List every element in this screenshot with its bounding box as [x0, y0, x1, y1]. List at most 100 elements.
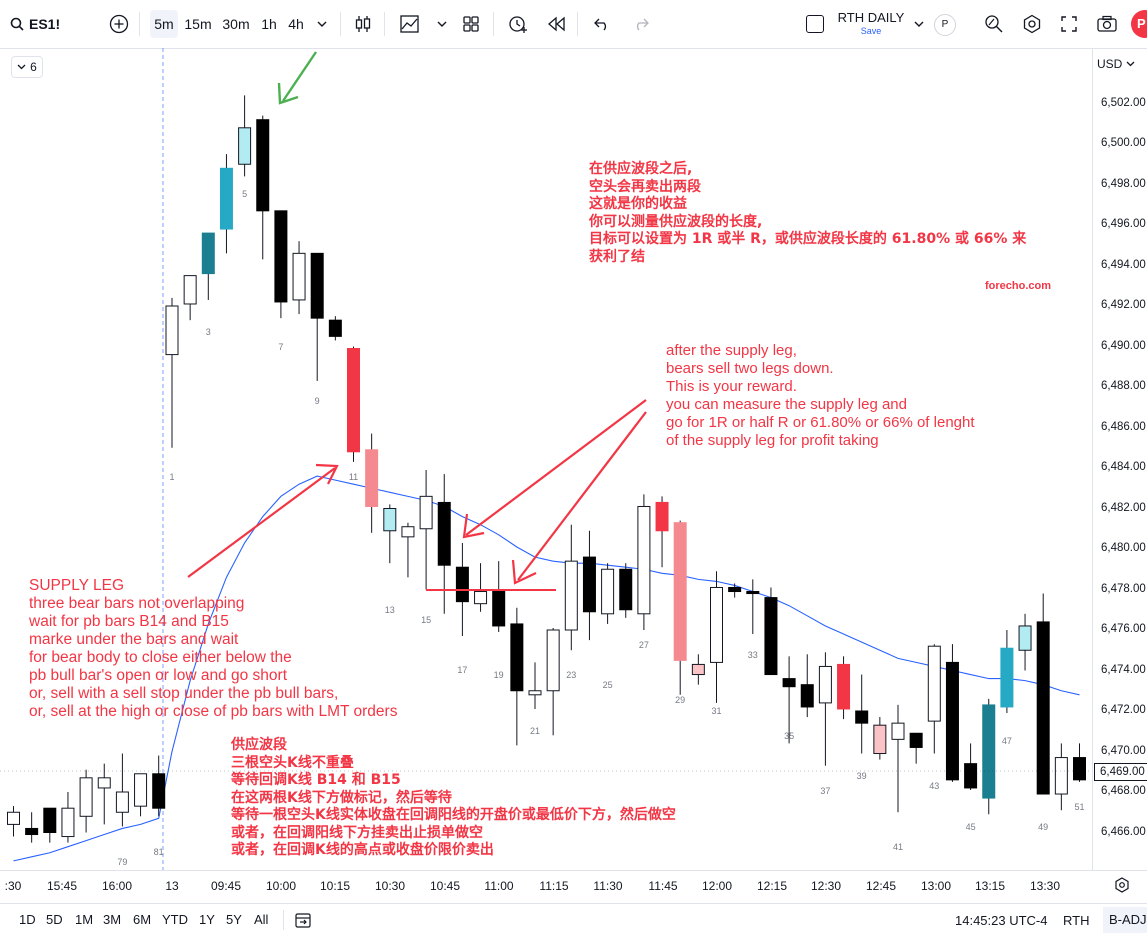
- annotation-zh-bottom: 供应波段 三根空头K线不重叠 等待回调K线 B14 和 B15 在这两根K线下方…: [231, 737, 676, 858]
- checkbox-square: [806, 15, 824, 33]
- redo-button[interactable]: [627, 9, 655, 39]
- range-button-1y[interactable]: 1Y: [199, 912, 215, 927]
- annotation-arrow-to-entry-head: [511, 559, 537, 585]
- watermark-text: forecho.com: [985, 280, 1052, 292]
- indicators-button[interactable]: [396, 9, 424, 39]
- chart-type-button[interactable]: [349, 9, 377, 39]
- interval-4h[interactable]: 4h: [288, 16, 304, 32]
- candle-body: [437, 501, 451, 566]
- interval-5m[interactable]: 5m: [150, 10, 178, 38]
- range-button-ytd[interactable]: YTD: [162, 912, 188, 927]
- candle-body: [564, 560, 578, 631]
- toolbar-divider: [577, 12, 578, 36]
- range-button-5y[interactable]: 5Y: [226, 912, 242, 927]
- fullscreen-button[interactable]: [1055, 9, 1083, 39]
- interval-1h[interactable]: 1h: [261, 16, 277, 32]
- candle-body: [619, 568, 633, 611]
- quick-search-button[interactable]: [980, 9, 1008, 39]
- legend-toggle[interactable]: 6: [11, 56, 43, 78]
- annotation-arrow-to-entry: [517, 411, 647, 581]
- time-label: 13: [165, 879, 179, 893]
- bottom-toolbar: 1D 5D 1M 3M 6M YTD 1Y 5Y All 14:45:23 UTC-4 RTH …: [0, 903, 1147, 936]
- price-label: 6,470.00: [1101, 744, 1146, 757]
- alert-button[interactable]: [504, 9, 532, 39]
- interval-dropdown[interactable]: [308, 9, 336, 39]
- adjustment-button[interactable]: B-ADJ: [1103, 907, 1147, 933]
- screenshot-button[interactable]: [1093, 9, 1121, 39]
- layout-name-group[interactable]: RTH DAILY Save: [835, 10, 907, 40]
- candle-body: [1036, 621, 1050, 795]
- interval-30m[interactable]: 30m: [222, 16, 250, 32]
- indicators-dropdown[interactable]: [428, 9, 456, 39]
- candle-body: [546, 629, 560, 692]
- time-label: 10:15: [319, 879, 351, 893]
- range-button-1m[interactable]: 1M: [75, 912, 94, 927]
- date-range-button[interactable]: [294, 911, 314, 929]
- time-label: 15:45: [46, 879, 78, 893]
- axis-settings-button[interactable]: [1114, 877, 1132, 895]
- bar-number: 29: [675, 695, 686, 705]
- candle-body: [1018, 625, 1032, 651]
- gear-icon: [1023, 14, 1041, 34]
- session-button[interactable]: RTH: [1063, 913, 1090, 928]
- price-label: 6,498.00: [1101, 177, 1146, 190]
- range-button-6m[interactable]: 6M: [133, 912, 152, 927]
- bar-number: 15: [421, 615, 432, 625]
- candle-body: [25, 827, 39, 836]
- replay-button[interactable]: [543, 9, 571, 39]
- price-label: 6,486.00: [1101, 420, 1146, 433]
- range-button-3m[interactable]: 3M: [103, 912, 122, 927]
- annotation-arrow-green: [282, 51, 317, 102]
- chevron-down-icon: [914, 21, 924, 27]
- settings-button[interactable]: [1018, 9, 1046, 39]
- bar-number: 49: [1038, 822, 1049, 832]
- candle-body: [7, 811, 20, 825]
- time-axis[interactable]: :30 15:45 16:00 13 09:45 10:00 10:15 10:30 10:45…: [0, 870, 1147, 901]
- undo-button[interactable]: [588, 9, 616, 39]
- price-label: 6,494.00: [1101, 258, 1146, 271]
- price-label: 6,480.00: [1101, 542, 1146, 554]
- symbol-name: ES1!: [29, 16, 61, 32]
- candle-body: [183, 275, 197, 305]
- candle-body: [637, 505, 651, 615]
- time-label: 11:15: [539, 879, 569, 893]
- candle-body: [274, 210, 288, 303]
- candle-body: [800, 684, 814, 708]
- compare-symbol-button[interactable]: [105, 9, 133, 39]
- bar-number: 39: [856, 771, 867, 781]
- gear-icon: [1115, 877, 1129, 893]
- candle-body: [1000, 647, 1014, 708]
- range-button-1d[interactable]: 1D: [19, 912, 36, 927]
- bar-number: 47: [1001, 736, 1012, 746]
- bar-number: 43: [929, 781, 940, 791]
- price-label: 6,500.00: [1101, 137, 1146, 149]
- candle-body: [927, 645, 941, 722]
- bar-number: 31: [711, 706, 722, 716]
- candle-body: [365, 449, 379, 507]
- price-label: 6,490.00: [1101, 339, 1146, 352]
- user-avatar[interactable]: P: [1131, 10, 1147, 38]
- currency-selector[interactable]: USD: [1097, 54, 1143, 74]
- layout-checkbox[interactable]: [801, 9, 829, 39]
- camera-icon: [1097, 15, 1117, 32]
- candle-body: [492, 591, 506, 627]
- redo-icon: [636, 18, 649, 31]
- symbol-search[interactable]: ES1!: [10, 10, 70, 38]
- layout-grid-button[interactable]: [457, 9, 485, 39]
- undo-icon: [594, 18, 607, 31]
- chart-pane[interactable]: [0, 48, 1092, 870]
- bar-number: 27: [638, 640, 649, 650]
- layout-dropdown[interactable]: [905, 9, 933, 39]
- candle-body: [764, 597, 778, 676]
- range-button-all[interactable]: All: [254, 912, 269, 927]
- interval-15m[interactable]: 15m: [184, 16, 212, 32]
- moving-average-line: [13, 475, 1080, 862]
- clock[interactable]: 14:45:23 UTC-4: [955, 913, 1048, 928]
- range-button-5d[interactable]: 5D: [46, 912, 63, 927]
- price-axis[interactable]: USD 6,502.00 6,500.00 6,498.00 6,496.00 6,49…: [1092, 48, 1147, 870]
- candle-body: [97, 777, 111, 789]
- candle-body: [238, 127, 252, 165]
- candle-body: [528, 690, 542, 696]
- time-label: 11:30: [593, 879, 623, 893]
- layout-badge[interactable]: P: [934, 14, 956, 36]
